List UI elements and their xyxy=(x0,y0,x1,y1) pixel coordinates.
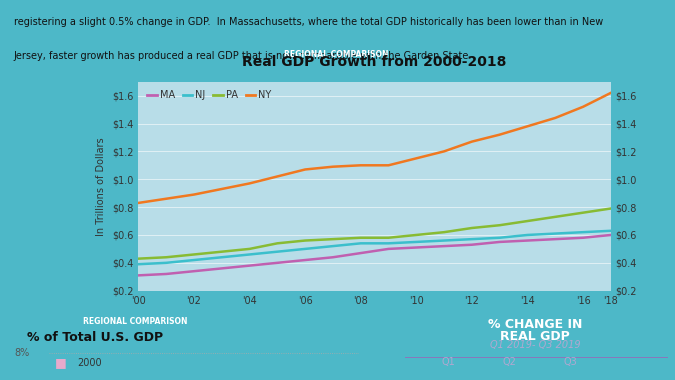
Text: registering a slight 0.5% change in GDP.  In Massachusetts, where the total GDP : registering a slight 0.5% change in GDP.… xyxy=(14,17,603,27)
Text: REGIONAL COMPARISON: REGIONAL COMPARISON xyxy=(83,317,187,326)
Text: % CHANGE IN: % CHANGE IN xyxy=(488,318,583,331)
Text: Real GDP Growth from 2000-2018: Real GDP Growth from 2000-2018 xyxy=(242,55,507,69)
Text: % of Total U.S. GDP: % of Total U.S. GDP xyxy=(27,331,163,344)
Text: Jersey, faster growth has produced a real GDP that is now comparable with the Ga: Jersey, faster growth has produced a rea… xyxy=(14,51,472,61)
Text: 2000: 2000 xyxy=(78,358,102,367)
Text: REAL GDP: REAL GDP xyxy=(500,330,570,343)
Text: Q3: Q3 xyxy=(564,357,577,367)
Text: REGIONAL COMPARISON: REGIONAL COMPARISON xyxy=(284,50,388,59)
Text: Q1 2019- Q3 2019: Q1 2019- Q3 2019 xyxy=(490,340,580,350)
Legend: MA, NJ, PA, NY: MA, NJ, PA, NY xyxy=(143,87,275,104)
Text: Q1: Q1 xyxy=(442,357,456,367)
Y-axis label: In Trillions of Dollars: In Trillions of Dollars xyxy=(97,137,107,236)
Text: ■: ■ xyxy=(55,356,67,369)
Text: Q2: Q2 xyxy=(503,357,516,367)
Text: 8%: 8% xyxy=(15,348,30,358)
